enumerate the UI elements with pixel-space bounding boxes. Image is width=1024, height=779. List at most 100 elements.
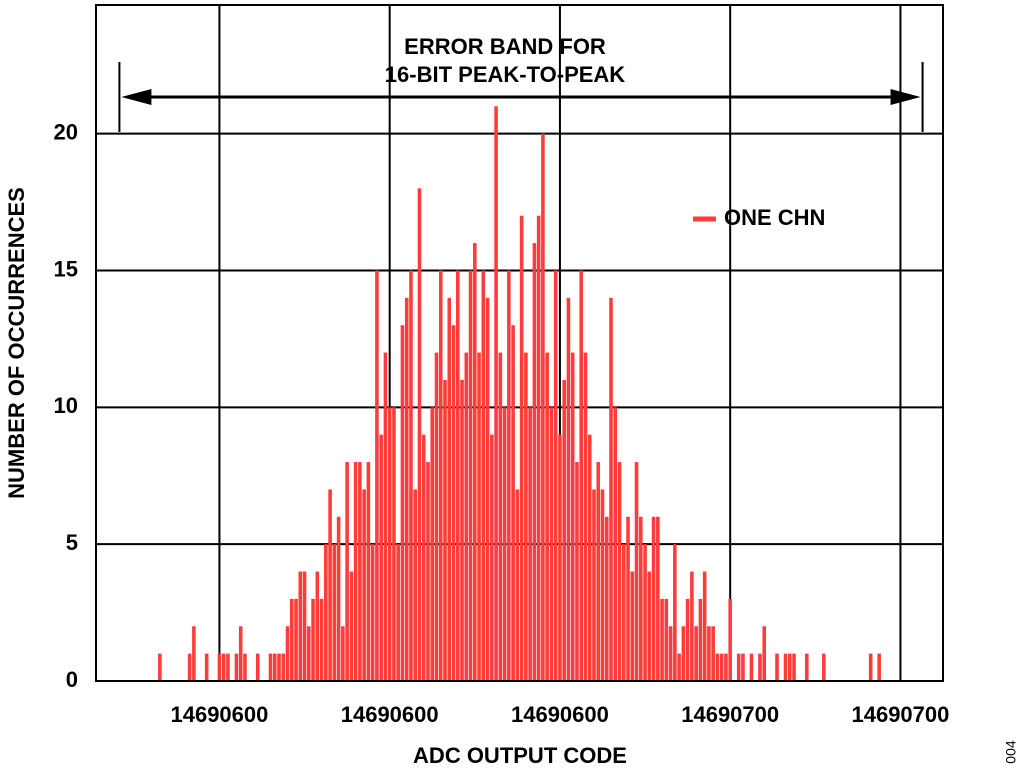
bar [358,462,362,681]
bar [524,352,528,681]
bar [566,297,571,681]
y-tick-label: 5 [66,530,78,555]
bar [609,297,613,681]
bar [762,626,767,681]
bar [545,352,549,681]
bar [536,215,541,681]
bar [532,243,537,681]
bar [592,489,596,681]
bar [736,653,741,681]
bar [404,297,409,681]
bar [639,516,643,681]
grid [96,5,943,682]
bar [158,653,162,681]
bar [204,653,209,681]
bar [290,598,294,681]
bar [562,379,566,681]
bar [647,571,652,681]
bar [690,571,694,681]
bar [711,626,715,681]
y-tick-label: 20 [54,119,78,144]
bar [464,352,469,681]
bar [494,106,498,681]
bar [421,434,426,681]
bar [749,653,754,681]
bar [613,407,618,681]
bar [375,270,379,681]
bar [868,653,873,681]
bar [226,653,230,681]
bar [507,270,511,681]
bar [553,270,558,681]
bar [694,626,698,681]
x-axis-label: ADC OUTPUT CODE [413,743,627,768]
bar [400,325,405,681]
arrow-head [121,89,152,105]
bar [392,407,396,681]
bar [604,516,609,681]
y-tick-label: 10 [54,393,78,418]
bar [341,626,345,681]
bar [272,653,277,681]
bar [758,653,762,681]
bar [707,626,711,681]
bar [294,598,298,681]
bar [702,571,707,681]
bar [302,571,307,681]
bar [775,653,779,681]
bar [724,653,728,681]
bar [417,188,422,682]
bar [268,653,273,681]
x-tick-label: 14690700 [681,702,779,727]
bar [298,571,303,681]
bar [387,407,392,681]
bar [443,379,447,681]
bar [698,598,703,681]
bar [822,653,826,681]
bar [362,489,366,681]
bar [379,434,383,681]
bar [626,516,630,681]
y-axis-label: NUMBER OF OCCURRENCES [4,187,29,499]
bar [221,653,226,681]
bar [498,352,503,681]
bar [468,270,473,681]
x-tick-label: 14690700 [851,702,949,727]
bar [255,653,260,681]
bar [600,489,605,681]
bar [285,626,290,681]
bar [664,598,669,681]
bar [366,462,371,681]
bar [877,653,881,681]
bar [515,489,520,681]
bar [579,270,584,681]
x-tick-label: 14690600 [341,702,439,727]
bar [741,653,745,681]
bar [332,544,337,681]
bar [715,653,720,681]
bar [413,489,418,681]
legend-label: ONE CHN [724,205,825,230]
bar [656,516,660,681]
bar [805,653,809,681]
bar [234,653,239,681]
bar [307,626,311,681]
bar [511,325,515,681]
bar [660,598,664,681]
bar [349,571,354,681]
bar [434,352,439,681]
bar [575,462,579,681]
bar [681,626,686,681]
bar [549,407,554,681]
bar [281,653,286,681]
y-tick-label: 0 [66,667,78,692]
bar [596,462,601,681]
bar [353,462,358,681]
bar [370,544,375,681]
bar [243,653,247,681]
bar [460,379,464,681]
bar [668,626,673,681]
bar [519,215,524,681]
bar [490,434,494,681]
bar [719,653,724,681]
